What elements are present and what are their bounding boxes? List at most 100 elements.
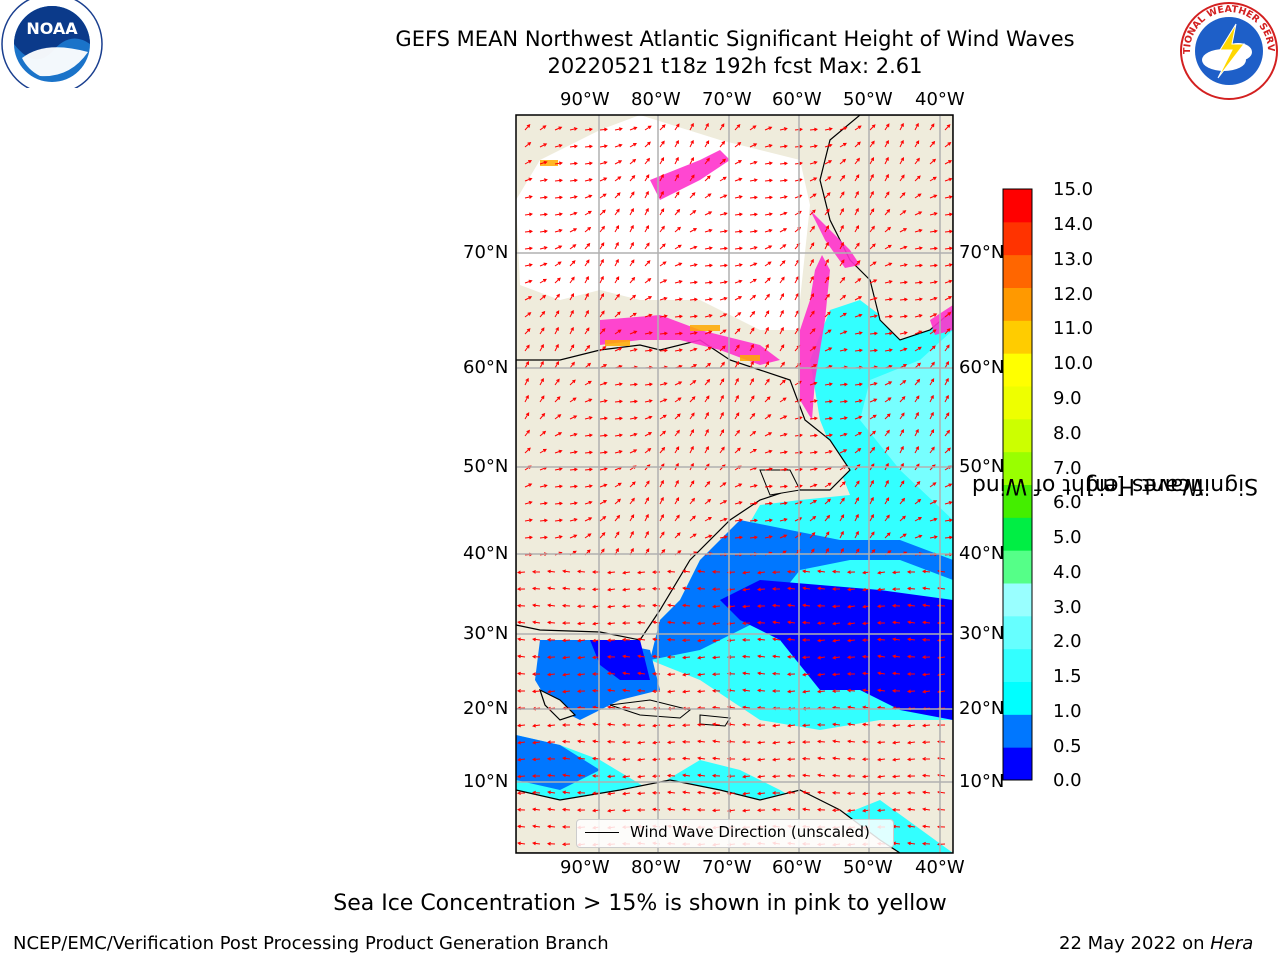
wave-direction-arrow — [546, 638, 556, 642]
wave-direction-arrow — [839, 126, 848, 131]
wave-direction-arrow — [681, 603, 691, 608]
wave-direction-arrow — [599, 433, 609, 438]
wave-direction-arrow — [824, 498, 831, 505]
wave-direction-arrow — [809, 193, 817, 199]
wave-direction-arrow — [689, 228, 698, 233]
wave-direction-arrow — [779, 344, 785, 352]
wave-direction-arrow — [914, 480, 921, 488]
wave-direction-arrow — [907, 723, 916, 728]
wave-direction-arrow — [659, 314, 668, 319]
wave-direction-arrow — [757, 671, 766, 676]
wave-direction-arrow — [779, 178, 788, 183]
wave-direction-arrow — [756, 723, 766, 728]
wave-direction-arrow — [547, 807, 556, 812]
wave-direction-arrow — [884, 173, 889, 182]
arctic-water — [516, 115, 810, 330]
wave-direction-arrow — [914, 330, 923, 335]
wave-direction-arrow — [787, 603, 796, 608]
hispaniola — [699, 714, 731, 727]
wave-direction-arrow — [532, 637, 541, 642]
wave-direction-arrow — [914, 346, 922, 352]
wave-direction-arrow — [899, 445, 904, 454]
wave-direction-arrow — [914, 140, 920, 148]
wave-direction-arrow — [719, 446, 725, 454]
wave-direction-arrow — [809, 209, 816, 216]
wave-direction-arrow — [749, 278, 757, 284]
wave-direction-arrow — [876, 808, 886, 813]
wave-direction-arrow — [884, 348, 893, 353]
wave-direction-arrow — [667, 689, 676, 694]
wave-direction-arrow — [922, 723, 931, 728]
wave-direction-arrow — [719, 345, 726, 352]
wave-direction-arrow — [847, 722, 856, 727]
wave-direction-arrow — [824, 514, 831, 522]
wave-direction-arrow — [704, 378, 711, 386]
wave-direction-arrow — [539, 430, 547, 437]
wave-direction-arrow — [824, 176, 832, 182]
wave-direction-arrow — [914, 498, 922, 505]
wave-direction-arrow — [779, 228, 788, 233]
wave-direction-arrow — [584, 161, 593, 166]
wave-direction-arrow — [846, 655, 856, 660]
wave-direction-arrow — [809, 450, 818, 455]
colorbar-tick: 10.0 — [1053, 353, 1094, 374]
map-legend: Wind Wave Direction (unscaled) — [576, 819, 894, 848]
wave-direction-arrow — [914, 211, 923, 216]
wave-direction-arrow — [779, 534, 788, 539]
wave-direction-arrow — [704, 297, 713, 302]
wave-direction-arrow — [809, 258, 814, 267]
wave-direction-arrow — [629, 241, 634, 250]
wave-direction-arrow — [771, 587, 781, 591]
wave-direction-arrow — [869, 331, 878, 336]
wave-direction-arrow — [854, 242, 860, 250]
wave-direction-arrow — [562, 790, 571, 795]
wave-direction-arrow — [876, 740, 886, 745]
wave-direction-arrow — [771, 807, 781, 812]
wave-direction-arrow — [854, 260, 861, 267]
wave-direction-arrow — [644, 480, 650, 488]
wave-direction-arrow — [779, 397, 787, 403]
wave-direction-arrow — [561, 825, 571, 829]
wave-direction-arrow — [569, 361, 575, 369]
wave-direction-arrow — [517, 637, 526, 642]
ocean-calm-band — [720, 580, 953, 720]
wave-direction-arrow — [899, 157, 904, 165]
wave-direction-arrow — [546, 841, 556, 846]
wave-direction-arrow — [839, 241, 844, 250]
wave-direction-arrow — [929, 361, 935, 369]
wave-direction-arrow — [839, 224, 844, 233]
wave-direction-arrow — [817, 689, 826, 694]
wave-direction-arrow — [554, 501, 564, 506]
wave-direction-arrow — [614, 329, 622, 335]
wave-direction-arrow — [749, 160, 758, 165]
wave-direction-arrow — [914, 297, 923, 302]
wave-direction-arrow — [719, 482, 727, 488]
wave-direction-arrow — [876, 621, 886, 625]
wave-direction-arrow — [584, 226, 592, 233]
colorbar-tick: 4.0 — [1053, 562, 1082, 583]
wave-direction-arrow — [831, 773, 841, 778]
wave-direction-arrow — [906, 672, 916, 676]
wave-direction-arrow — [532, 723, 541, 728]
wave-direction-arrow — [824, 311, 831, 318]
wave-direction-arrow — [809, 160, 818, 165]
wave-direction-arrow — [531, 672, 541, 676]
wave-direction-arrow — [614, 450, 623, 454]
wave-direction-arrow — [914, 411, 919, 420]
wave-direction-arrow — [786, 757, 796, 762]
wave-direction-arrow — [922, 790, 931, 795]
wave-direction-arrow — [524, 344, 530, 352]
wave-direction-arrow — [704, 330, 713, 335]
wave-direction-arrow — [734, 394, 739, 403]
wave-direction-arrow — [637, 671, 646, 676]
wave-direction-arrow — [681, 638, 691, 643]
wave-direction-arrow — [637, 654, 646, 659]
wave-direction-arrow — [569, 344, 575, 352]
wave-direction-arrow — [764, 467, 773, 471]
wave-direction-arrow — [779, 517, 788, 522]
wave-direction-arrow — [606, 774, 616, 779]
wave-direction-arrow — [689, 331, 698, 335]
wave-direction-arrow — [554, 414, 562, 420]
wave-direction-arrow — [562, 586, 571, 591]
wave-direction-arrow — [742, 587, 751, 592]
